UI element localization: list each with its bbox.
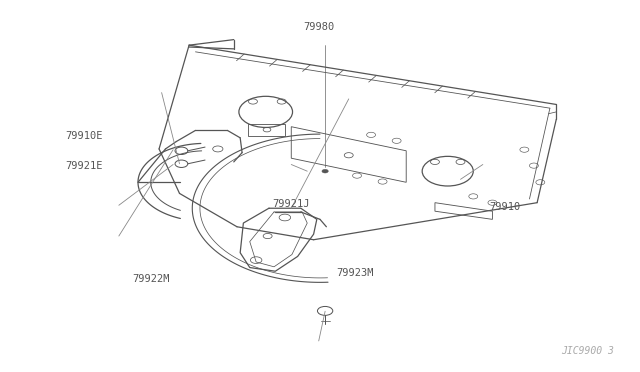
- Text: 79921J: 79921J: [273, 199, 310, 209]
- Text: 79923M: 79923M: [337, 268, 374, 278]
- Circle shape: [322, 169, 328, 173]
- Text: 79922M: 79922M: [132, 275, 170, 284]
- Text: 79910: 79910: [490, 202, 521, 212]
- Text: JIC9900 3: JIC9900 3: [561, 346, 614, 356]
- Text: 79980: 79980: [303, 22, 334, 32]
- Text: 79921E: 79921E: [65, 161, 102, 171]
- Text: 79910E: 79910E: [65, 131, 102, 141]
